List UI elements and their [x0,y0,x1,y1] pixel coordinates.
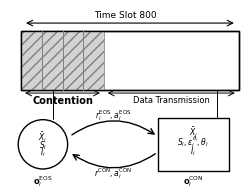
Text: $S_i, \varepsilon_i^{\theta_i}, \theta_i$: $S_i, \varepsilon_i^{\theta_i}, \theta_i… [177,134,209,150]
Text: $r^{\mathrm{CON}}, a_i^{\mathrm{CON}}$: $r^{\mathrm{CON}}, a_i^{\mathrm{CON}}$ [94,166,133,181]
FancyBboxPatch shape [158,118,229,171]
Text: Time Slot 800: Time Slot 800 [94,11,156,20]
Text: $\mathbf{o}_i^{\mathrm{CON}}$: $\mathbf{o}_i^{\mathrm{CON}}$ [183,174,204,189]
Text: $\mathbf{o}_i^{\mathrm{EOS}}$: $\mathbf{o}_i^{\mathrm{EOS}}$ [33,174,53,189]
Text: $I_i$: $I_i$ [190,146,196,159]
Text: $\bar{X}_i$: $\bar{X}_i$ [38,130,48,144]
Text: $\bar{X}_i$: $\bar{X}_i$ [189,125,198,140]
Text: $r_i^{\mathrm{EOS}}, a_i^{\mathrm{EOS}}$: $r_i^{\mathrm{EOS}}, a_i^{\mathrm{EOS}}$ [95,108,132,123]
Text: Data Transmission: Data Transmission [133,96,210,105]
Text: $S_i$: $S_i$ [39,139,47,152]
Circle shape [18,120,68,169]
FancyBboxPatch shape [21,31,104,90]
Text: $I_i$: $I_i$ [40,147,46,160]
Text: Contention: Contention [32,96,93,106]
FancyBboxPatch shape [21,31,239,90]
